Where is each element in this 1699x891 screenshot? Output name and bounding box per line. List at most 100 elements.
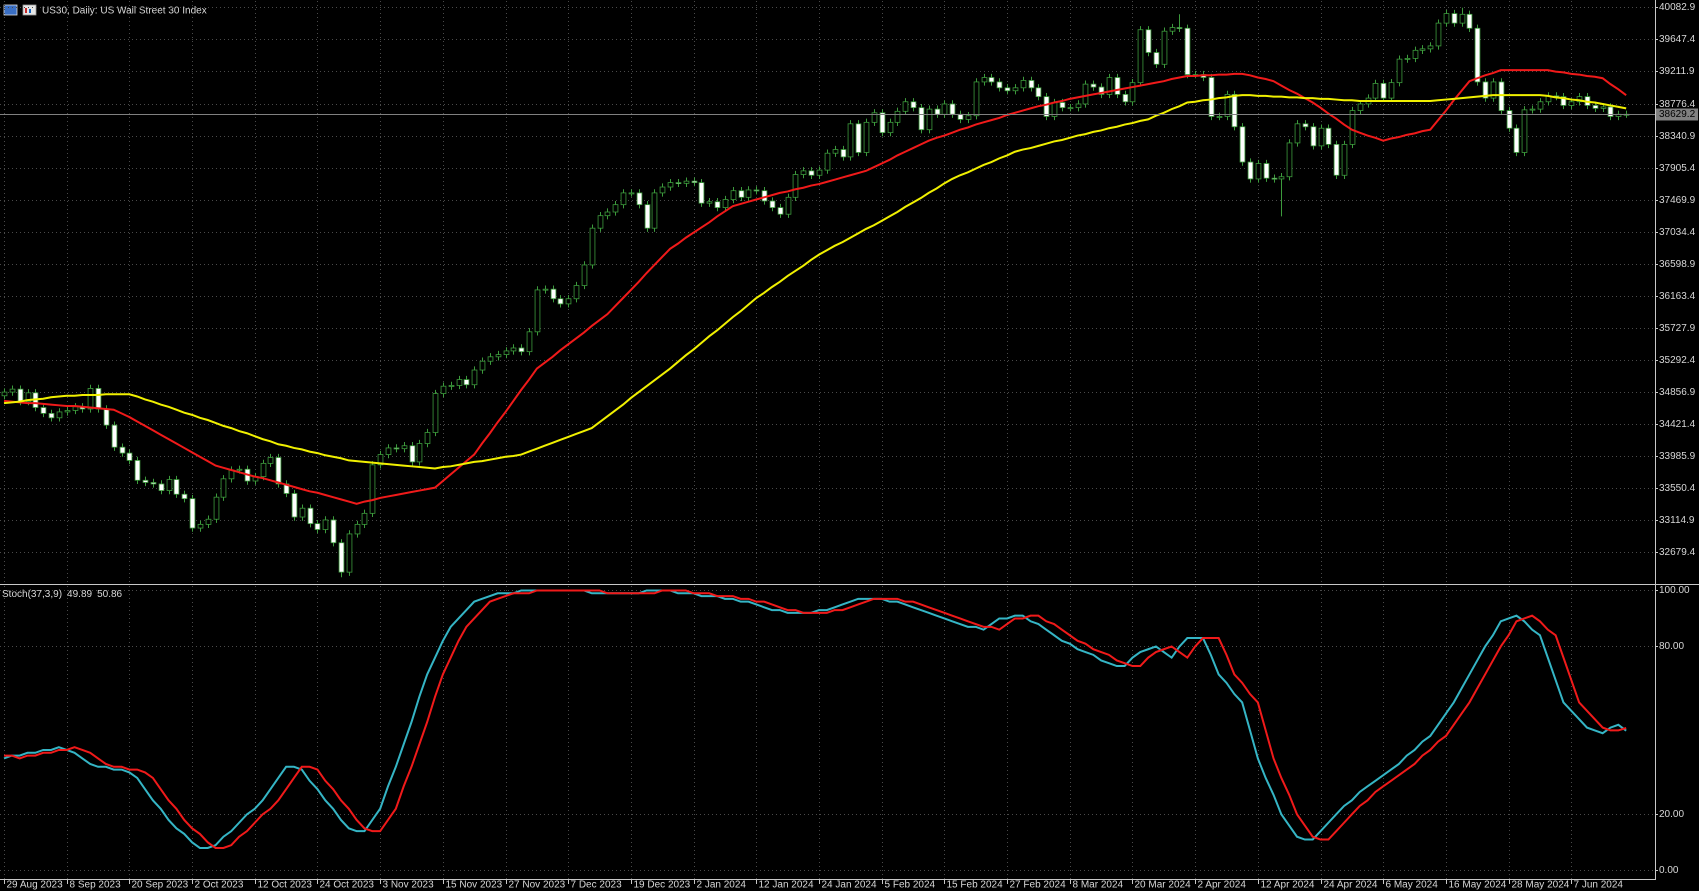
- candle-body: [126, 452, 133, 461]
- candle-body: [683, 180, 690, 184]
- candle-body: [1521, 109, 1528, 153]
- candle-body: [894, 110, 901, 123]
- candle-body: [644, 204, 651, 229]
- candle-body: [1310, 126, 1317, 147]
- candle-body: [1592, 105, 1599, 109]
- x-tick-label: 8 Sep 2023: [70, 880, 122, 891]
- moving-average-line: [3, 94, 1627, 470]
- candle-body: [354, 523, 361, 535]
- y-tick-label: 33114.9: [1659, 515, 1695, 526]
- candle-body: [1537, 101, 1544, 110]
- x-tick-label: 8 Mar 2024: [1073, 880, 1124, 891]
- candle-body: [56, 411, 63, 419]
- candle-body: [260, 462, 267, 478]
- candle-body: [338, 542, 345, 573]
- y-tick-label: 100.00: [1659, 585, 1690, 596]
- candle-body: [393, 447, 400, 450]
- candle-body: [534, 289, 541, 333]
- candle-body: [738, 190, 745, 198]
- y-tick-label: 33985.9: [1659, 451, 1696, 462]
- candle-body: [745, 189, 752, 198]
- y-tick-label: 36598.9: [1659, 259, 1696, 270]
- candle-body: [589, 227, 596, 266]
- candle-body: [1513, 127, 1520, 153]
- candle-body: [800, 170, 807, 175]
- candle-body: [1490, 81, 1497, 99]
- candle-body: [401, 445, 408, 450]
- candle-body: [1443, 13, 1450, 24]
- candle-body: [1404, 58, 1411, 60]
- candle-body: [48, 412, 55, 419]
- candle-body: [1122, 94, 1129, 103]
- candle-body: [197, 523, 204, 529]
- stochastic-line: [4, 589, 1627, 849]
- candle-body: [361, 512, 368, 525]
- candle-body: [1357, 103, 1364, 111]
- candle-body: [941, 103, 948, 115]
- current-price-label: 38629.2: [1659, 109, 1696, 120]
- y-tick-label: 34856.9: [1659, 387, 1696, 398]
- candle-body: [557, 298, 564, 305]
- candle-body: [863, 121, 870, 153]
- candle-body: [111, 424, 118, 448]
- candle-body: [409, 445, 416, 463]
- candle-body: [220, 478, 227, 498]
- candle-body: [847, 123, 854, 158]
- candle-body: [965, 115, 972, 120]
- candle-body: [573, 285, 580, 300]
- candle-body: [463, 379, 470, 386]
- candle-body: [510, 347, 517, 352]
- candle-body: [299, 507, 306, 518]
- candle-body: [542, 288, 549, 291]
- x-tick-label: 5 Feb 2024: [885, 880, 936, 891]
- candle-body: [134, 460, 141, 481]
- candle-body: [1255, 163, 1262, 180]
- candle-body: [1004, 87, 1011, 92]
- candle-body: [1043, 96, 1050, 117]
- candle-body: [275, 457, 282, 485]
- candle-body: [910, 101, 917, 109]
- candle-body: [9, 388, 16, 393]
- candle-body: [385, 447, 392, 455]
- candle-body: [918, 107, 925, 131]
- candle-body: [1, 391, 8, 397]
- candle-body: [416, 443, 423, 463]
- candle-body: [1412, 49, 1419, 59]
- candle-body: [636, 192, 643, 206]
- y-tick-label: 36163.4: [1659, 291, 1696, 302]
- candle-body: [1506, 110, 1513, 129]
- candle-body: [1318, 127, 1325, 147]
- y-tick-label: 32679.4: [1659, 547, 1696, 558]
- candle-body: [1114, 77, 1121, 95]
- candle-body: [887, 121, 894, 134]
- x-tick-label: 15 Feb 2024: [947, 880, 1004, 891]
- candle-body: [1184, 27, 1191, 75]
- x-tick-label: 2 Jan 2024: [697, 880, 747, 891]
- candle-body: [213, 496, 220, 520]
- candle-body: [1459, 13, 1466, 24]
- candle-body: [1333, 143, 1340, 176]
- x-tick-label: 27 Feb 2024: [1010, 880, 1067, 891]
- candle-body: [659, 186, 666, 194]
- candle-body: [1372, 82, 1379, 99]
- y-tick-label: 38776.4: [1659, 99, 1696, 110]
- candle-body: [597, 215, 604, 229]
- candle-body: [346, 533, 353, 573]
- candle-body: [424, 432, 431, 444]
- candle-body: [1600, 106, 1607, 109]
- candle-body: [448, 385, 455, 387]
- candles: [1, 7, 1630, 578]
- x-tick-label: 20 Mar 2024: [1135, 880, 1192, 891]
- candle-body: [1435, 22, 1442, 47]
- candle-body: [1568, 101, 1575, 106]
- x-tick-label: 2 Oct 2023: [195, 880, 244, 891]
- candle-body: [1082, 83, 1089, 105]
- candle-body: [72, 406, 79, 411]
- candle-body: [1278, 176, 1285, 180]
- y-tick-label: 0.00: [1659, 865, 1679, 876]
- candle-body: [456, 379, 463, 386]
- candle-body: [777, 207, 784, 215]
- y-tick-label: 39647.4: [1659, 34, 1696, 45]
- candle-body: [518, 347, 525, 353]
